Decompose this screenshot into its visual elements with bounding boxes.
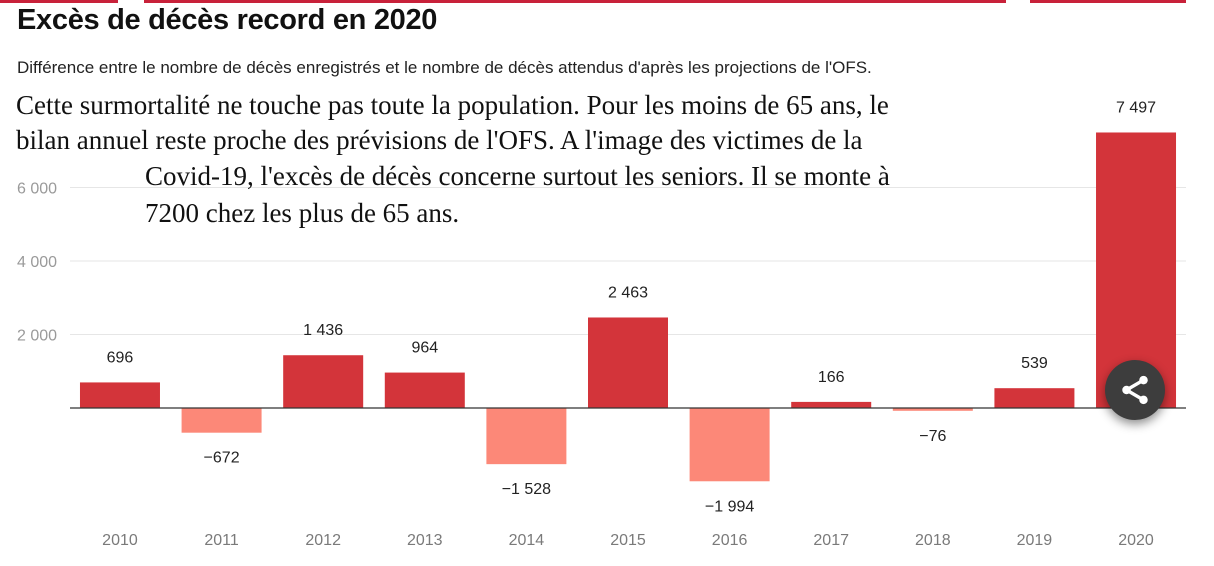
x-tick-label: 2019 — [1017, 532, 1053, 549]
bars — [79, 132, 1177, 482]
bar-2016[interactable] — [689, 408, 770, 482]
top-accent-bar-middle — [144, 0, 1006, 3]
bar-2013[interactable] — [384, 372, 465, 408]
bar-2018[interactable] — [892, 408, 973, 411]
value-label-2020: 7 497 — [1116, 99, 1156, 116]
value-label-2014: −1 528 — [502, 481, 551, 498]
annotation-line-1: Cette surmortalité ne touche pas toute l… — [16, 90, 889, 120]
bar-2012[interactable] — [283, 355, 364, 408]
annotation-line-2: bilan annuel reste proche des prévisions… — [16, 125, 863, 155]
chart-title: Excès de décès record en 2020 — [17, 4, 438, 36]
value-label-2012: 1 436 — [303, 322, 343, 339]
x-tick-label: 2020 — [1118, 532, 1154, 549]
value-label-2013: 964 — [411, 340, 438, 357]
x-tick-label: 2015 — [610, 532, 646, 549]
bar-2014[interactable] — [486, 408, 567, 465]
y-axis-labels: 2 000 4 000 6 000 — [17, 181, 57, 345]
x-tick-label: 2013 — [407, 532, 443, 549]
value-label-2016: −1 994 — [705, 498, 754, 515]
x-tick-label: 2016 — [712, 532, 748, 549]
share-button[interactable] — [1105, 360, 1165, 420]
value-label-2011: −672 — [204, 450, 240, 467]
value-label-2017: 166 — [818, 369, 845, 386]
y-tick-label: 4 000 — [17, 254, 57, 271]
value-label-2010: 696 — [107, 349, 134, 366]
y-tick-label: 6 000 — [17, 181, 57, 198]
top-accent-bar-right — [1030, 0, 1186, 3]
value-label-2015: 2 463 — [608, 284, 648, 301]
x-tick-label: 2018 — [915, 532, 951, 549]
x-tick-label: 2017 — [813, 532, 849, 549]
value-label-2019: 539 — [1021, 355, 1048, 372]
chart-subtitle: Différence entre le nombre de décès enre… — [17, 58, 872, 77]
annotation-line-4: 7200 chez les plus de 65 ans. — [145, 198, 460, 228]
value-label-2018: −76 — [919, 428, 946, 445]
bar-2010[interactable] — [79, 382, 160, 408]
x-tick-label: 2010 — [102, 532, 138, 549]
annotation-line-3: Covid-19, l'excès de décès concerne surt… — [145, 161, 890, 191]
bar-2015[interactable] — [588, 317, 668, 408]
x-tick-label: 2014 — [509, 532, 545, 549]
share-icon — [1122, 375, 1148, 405]
x-tick-label: 2012 — [305, 532, 341, 549]
x-axis-labels: 2010 2011 2012 2013 2014 2015 2016 2017 2018 2019… — [102, 532, 1154, 549]
bar-2017[interactable] — [791, 401, 872, 408]
bar-2019[interactable] — [994, 388, 1075, 408]
y-tick-label: 2 000 — [17, 328, 57, 345]
top-accent-bar-left — [0, 0, 118, 3]
bar-2011[interactable] — [181, 408, 262, 433]
x-tick-label: 2011 — [204, 532, 239, 549]
value-labels: 696 −672 1 436 964 −1 528 2 463 −1 994 166 −76 53… — [107, 99, 1157, 515]
